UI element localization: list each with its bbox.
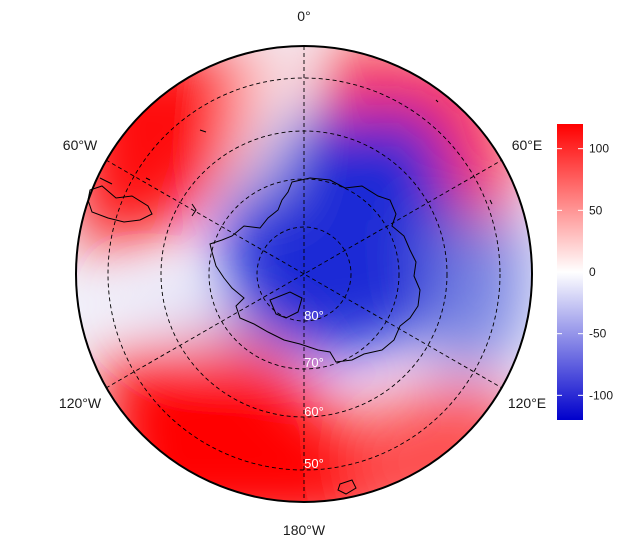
colorbar: 100 50 0 -50 -100 (557, 124, 613, 420)
ross-ice-shelf (269, 291, 303, 319)
new-zealand-tip (337, 479, 357, 495)
antarctica-coast (209, 177, 421, 363)
lat-label-70: 70° (304, 355, 324, 370)
colorbar-ticks: 100 50 0 -50 -100 (557, 142, 613, 402)
lat-circle-50 (107, 77, 501, 471)
lat-label-50: 50° (304, 456, 324, 471)
colorbar-tick-label: 50 (589, 203, 603, 217)
lon-label-lower-right: 120°E (508, 395, 546, 411)
anomaly-field (76, 46, 532, 502)
lon-label-upper-right: 60°E (512, 137, 543, 153)
lon-label-bottom: 180°W (283, 522, 326, 538)
south-america-tip (87, 185, 153, 223)
lat-label-60: 60° (304, 404, 324, 419)
lon-label-upper-left: 60°W (63, 137, 98, 153)
colorbar-tick-label: -100 (589, 388, 613, 402)
colorbar-tick-label: 0 (589, 265, 596, 279)
latitude-labels: 80° 70° 60° 50° (304, 308, 324, 471)
graticule (105, 46, 503, 502)
lat-label-80: 80° (304, 308, 324, 323)
colorbar-tick-label: 100 (589, 142, 609, 156)
lon-label-top: 0° (297, 8, 310, 24)
coastline (87, 99, 493, 495)
colorbar-tick-label: -50 (589, 327, 607, 341)
longitude-labels: 0° 60°W 60°E 120°W 120°E 180°W (59, 8, 546, 538)
lon-label-lower-left: 120°W (59, 395, 102, 411)
map-frame (75, 45, 533, 503)
